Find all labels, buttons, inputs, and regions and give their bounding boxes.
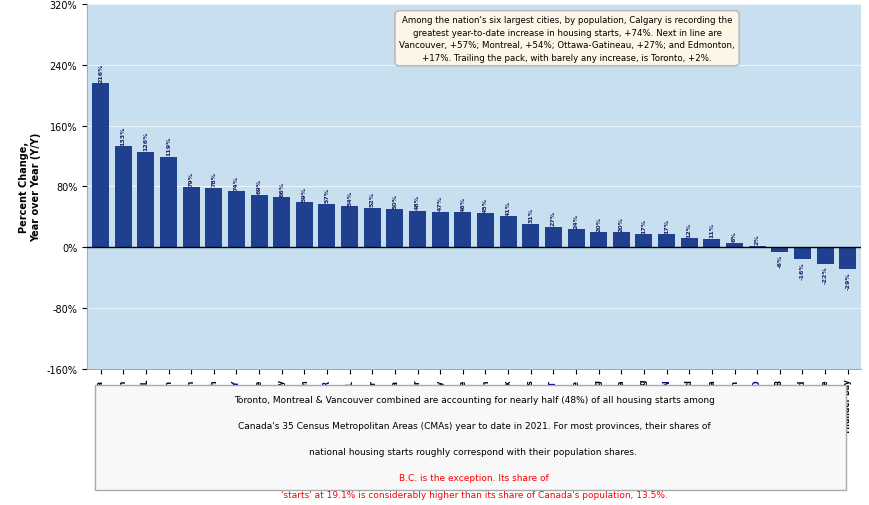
Text: -16%: -16% [799, 262, 804, 279]
Text: 50%: 50% [392, 193, 397, 209]
Bar [589, 233, 607, 248]
Text: -29%: -29% [845, 271, 849, 289]
Text: Toronto, Montreal & Vancouver combined are accounting for nearly half (48%) of a: Toronto, Montreal & Vancouver combined a… [234, 395, 713, 404]
Text: 12%: 12% [686, 222, 691, 237]
Text: 126%: 126% [143, 131, 149, 150]
Text: 78%: 78% [211, 172, 216, 187]
Bar [318, 205, 335, 248]
Bar [521, 224, 539, 248]
Text: 41%: 41% [505, 200, 510, 215]
Bar [363, 209, 381, 248]
Text: 69%: 69% [256, 179, 262, 194]
Text: 11%: 11% [708, 223, 713, 238]
Text: 119%: 119% [166, 136, 171, 156]
Text: 17%: 17% [640, 218, 646, 233]
Text: 59%: 59% [302, 186, 307, 201]
Y-axis label: Percent Change,
Year over Year (Y/Y): Percent Change, Year over Year (Y/Y) [19, 132, 41, 242]
Bar [748, 246, 765, 248]
Text: 31%: 31% [527, 208, 533, 223]
Bar [793, 248, 810, 260]
Text: 2%: 2% [753, 234, 759, 245]
Text: 79%: 79% [189, 171, 194, 186]
Bar [205, 189, 222, 248]
Text: 48%: 48% [415, 195, 420, 210]
Bar [634, 235, 652, 248]
Text: 47%: 47% [437, 195, 442, 211]
Text: Canada's 35 Census Metropolitan Areas (CMAs) year to date in 2021. For most prov: Canada's 35 Census Metropolitan Areas (C… [237, 421, 710, 430]
Bar [431, 212, 448, 248]
Text: 27%: 27% [550, 211, 555, 226]
Bar [137, 152, 154, 248]
Bar [499, 217, 516, 248]
Text: 'starts' at 19.1% is considerably higher than its share of Canada's population, : 'starts' at 19.1% is considerably higher… [281, 490, 667, 499]
Text: 17%: 17% [663, 218, 668, 233]
Bar [454, 213, 471, 248]
Bar [386, 210, 403, 248]
Text: -6%: -6% [776, 254, 781, 267]
Bar [771, 248, 787, 252]
Text: 66%: 66% [279, 181, 284, 196]
Bar [273, 198, 290, 248]
Text: 133%: 133% [121, 126, 126, 145]
Text: 20%: 20% [595, 216, 600, 231]
Text: 52%: 52% [369, 192, 375, 207]
Bar [408, 212, 426, 248]
Bar [702, 239, 720, 248]
Text: B.C. is the exception. Its share of: B.C. is the exception. Its share of [399, 473, 548, 482]
Bar [680, 239, 697, 248]
Text: -22%: -22% [821, 266, 826, 284]
Bar [92, 84, 109, 248]
Bar [612, 233, 629, 248]
FancyBboxPatch shape [95, 386, 845, 490]
Text: 20%: 20% [618, 216, 623, 231]
Text: 45%: 45% [482, 197, 488, 212]
Text: 46%: 46% [460, 196, 465, 212]
Text: 57%: 57% [324, 188, 329, 203]
Bar [657, 235, 674, 248]
Bar [228, 192, 245, 248]
Bar [726, 243, 742, 248]
Bar [295, 203, 313, 248]
Bar [816, 248, 833, 265]
Bar [182, 188, 199, 248]
Bar [544, 227, 561, 248]
Bar [115, 147, 131, 248]
Text: Among the nation's six largest cities, by population, Calgary is recording the
g: Among the nation's six largest cities, b… [399, 16, 734, 63]
Bar [341, 207, 358, 248]
Bar [250, 195, 268, 248]
Bar [839, 248, 855, 270]
Text: 216%: 216% [98, 63, 103, 82]
Text: 54%: 54% [347, 190, 352, 206]
X-axis label: Census Metropolitan Areas (CMAs): Census Metropolitan Areas (CMAs) [365, 446, 582, 457]
Text: 74%: 74% [234, 175, 239, 190]
Text: 24%: 24% [573, 213, 578, 228]
Text: 6%: 6% [731, 231, 736, 242]
Text: national housing starts roughly correspond with their population shares.: national housing starts roughly correspo… [308, 447, 639, 456]
Bar [567, 230, 584, 248]
Bar [476, 214, 494, 248]
Bar [160, 158, 176, 248]
